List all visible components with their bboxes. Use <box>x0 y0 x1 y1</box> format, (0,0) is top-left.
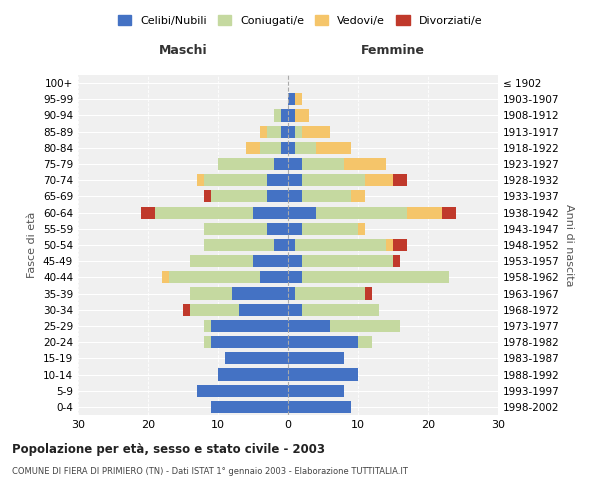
Bar <box>407 206 442 218</box>
Text: COMUNE DI FIERA DI PRIMIERO (TN) - Dati ISTAT 1° gennaio 2003 - Elaborazione TUT: COMUNE DI FIERA DI PRIMIERO (TN) - Dati … <box>12 468 408 476</box>
Bar <box>351 190 365 202</box>
Bar <box>386 239 393 251</box>
Bar <box>442 206 456 218</box>
Bar <box>267 174 288 186</box>
Bar <box>246 142 260 154</box>
Bar <box>393 239 407 251</box>
Y-axis label: Anni di nascita: Anni di nascita <box>563 204 574 286</box>
Bar <box>330 320 400 332</box>
Y-axis label: Fasce di età: Fasce di età <box>28 212 37 278</box>
Bar <box>281 142 288 154</box>
Bar <box>197 384 288 397</box>
Bar <box>358 336 372 348</box>
Bar <box>288 174 302 186</box>
Bar <box>302 222 358 235</box>
Bar <box>288 272 302 283</box>
Bar <box>295 126 302 138</box>
Bar <box>288 336 358 348</box>
Bar <box>197 174 204 186</box>
Bar <box>288 239 295 251</box>
Bar <box>204 336 211 348</box>
Bar <box>218 158 274 170</box>
Bar <box>267 222 288 235</box>
Bar <box>393 174 407 186</box>
Bar <box>183 304 190 316</box>
Bar <box>316 206 407 218</box>
Bar <box>211 320 288 332</box>
Bar <box>295 142 316 154</box>
Bar <box>288 320 330 332</box>
Bar <box>344 158 386 170</box>
Bar <box>218 368 288 380</box>
Bar <box>274 158 288 170</box>
Bar <box>204 239 274 251</box>
Bar <box>288 304 302 316</box>
Bar <box>288 142 295 154</box>
Bar <box>288 255 302 268</box>
Bar <box>232 288 288 300</box>
Bar <box>225 352 288 364</box>
Bar <box>260 142 281 154</box>
Bar <box>267 126 281 138</box>
Bar <box>302 158 344 170</box>
Bar <box>365 174 393 186</box>
Bar <box>190 288 232 300</box>
Bar <box>288 401 351 413</box>
Bar <box>253 255 288 268</box>
Bar <box>288 93 295 106</box>
Bar <box>162 272 169 283</box>
Bar <box>302 255 393 268</box>
Text: Maschi: Maschi <box>158 44 208 58</box>
Bar <box>281 110 288 122</box>
Bar <box>141 206 155 218</box>
Bar <box>302 272 449 283</box>
Bar <box>204 174 267 186</box>
Bar <box>358 222 365 235</box>
Bar <box>190 255 253 268</box>
Bar <box>288 288 295 300</box>
Bar <box>288 384 344 397</box>
Bar <box>295 93 302 106</box>
Bar <box>169 272 260 283</box>
Bar <box>274 110 281 122</box>
Bar <box>260 126 267 138</box>
Bar <box>302 174 365 186</box>
Text: Femmine: Femmine <box>361 44 425 58</box>
Bar <box>288 110 295 122</box>
Bar <box>302 304 379 316</box>
Bar <box>295 110 309 122</box>
Bar <box>190 304 239 316</box>
Bar <box>316 142 351 154</box>
Bar <box>288 190 302 202</box>
Bar <box>267 190 288 202</box>
Bar <box>288 206 316 218</box>
Bar <box>393 255 400 268</box>
Legend: Celibi/Nubili, Coniugati/e, Vedovi/e, Divorziati/e: Celibi/Nubili, Coniugati/e, Vedovi/e, Di… <box>113 10 487 30</box>
Text: Popolazione per età, sesso e stato civile - 2003: Popolazione per età, sesso e stato civil… <box>12 442 325 456</box>
Bar <box>288 368 358 380</box>
Bar <box>211 336 288 348</box>
Bar <box>302 190 351 202</box>
Bar <box>253 206 288 218</box>
Bar <box>288 352 344 364</box>
Bar <box>239 304 288 316</box>
Bar <box>365 288 372 300</box>
Bar <box>260 272 288 283</box>
Bar <box>211 401 288 413</box>
Bar <box>295 239 386 251</box>
Bar <box>211 190 267 202</box>
Bar <box>204 222 267 235</box>
Bar <box>288 222 302 235</box>
Bar <box>155 206 253 218</box>
Bar <box>288 126 295 138</box>
Bar <box>302 126 330 138</box>
Bar <box>288 158 302 170</box>
Bar <box>295 288 365 300</box>
Bar <box>281 126 288 138</box>
Bar <box>204 320 211 332</box>
Bar <box>204 190 211 202</box>
Bar <box>274 239 288 251</box>
